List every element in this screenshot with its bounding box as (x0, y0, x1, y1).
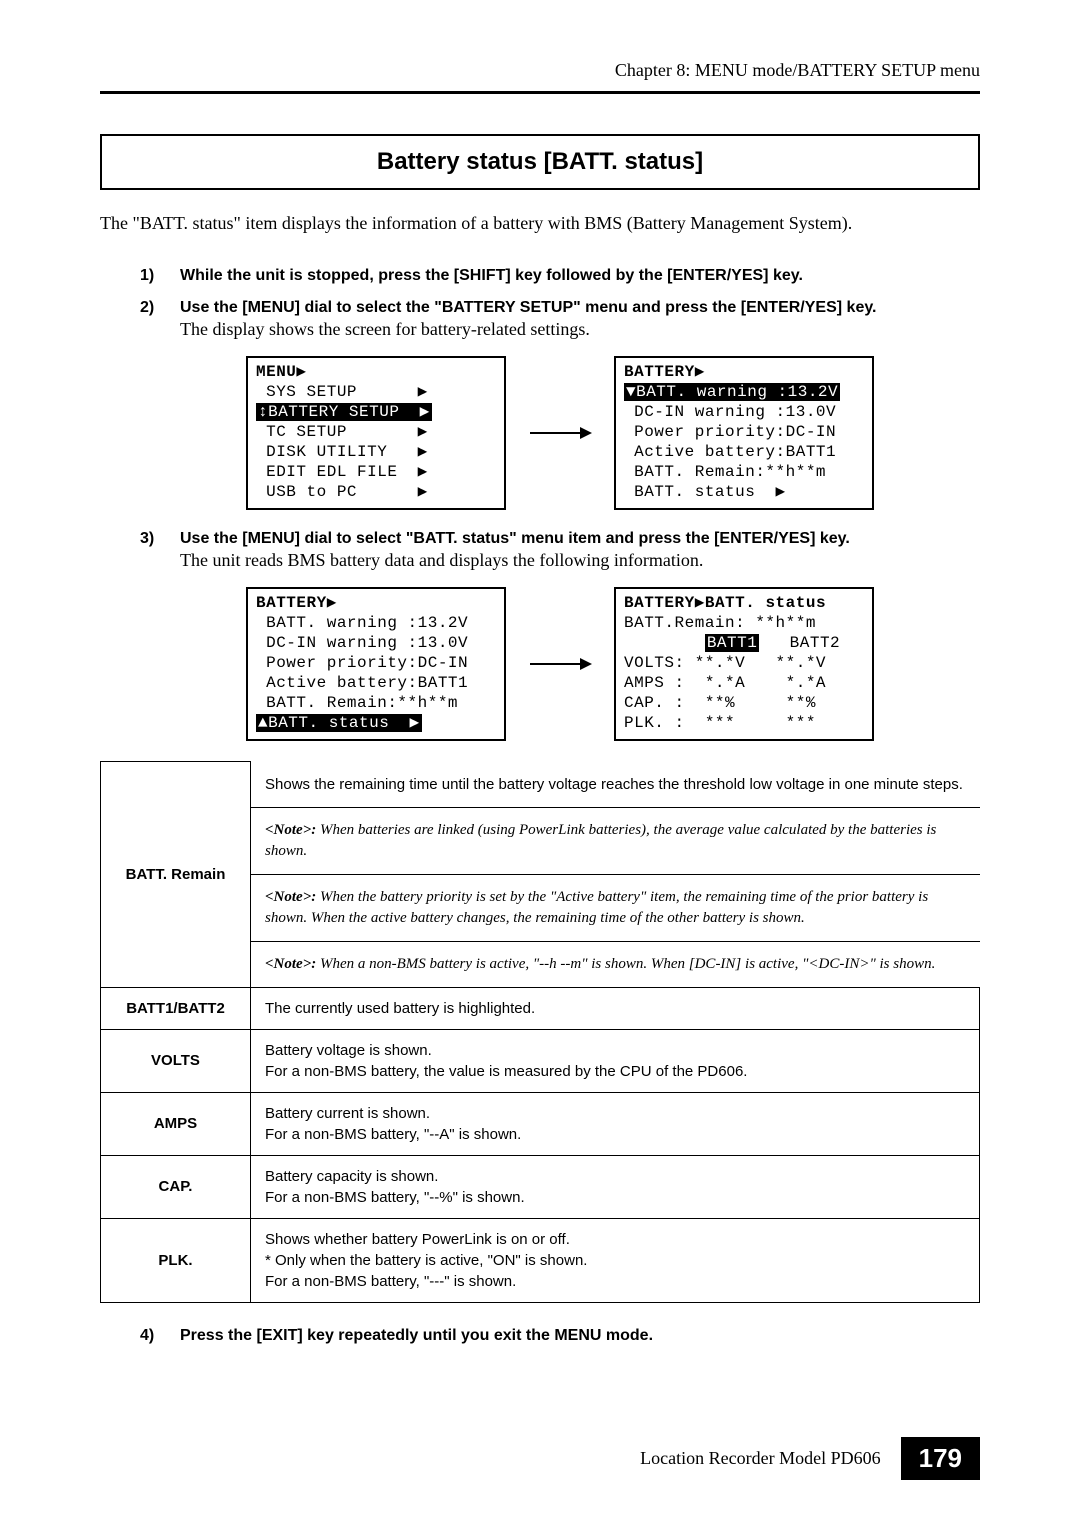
lcd1-highlight: ↕BATTERY SETUP ▶ (256, 403, 432, 421)
label-cap: CAP. (101, 1155, 251, 1218)
lcd3-l2: DC-IN warning :13.0V (256, 634, 468, 652)
lcd2-header: BATTERY▶ (624, 363, 705, 381)
cell-plk: Shows whether battery PowerLink is on or… (251, 1218, 980, 1302)
lcd1-l5: EDIT EDL FILE ▶ (256, 463, 428, 481)
remain-note2: <Note>: When the battery priority is set… (251, 874, 980, 941)
chapter-header: Chapter 8: MENU mode/BATTERY SETUP menu (100, 60, 980, 81)
lcd1-l6: USB to PC ▶ (256, 483, 428, 501)
step-2-plain: The display shows the screen for battery… (180, 317, 980, 342)
plk-line2: * Only when the battery is active, "ON" … (265, 1250, 965, 1271)
lcd1-l4: DISK UTILITY ▶ (256, 443, 428, 461)
volts-line2: For a non-BMS battery, the value is meas… (265, 1061, 965, 1082)
step-3-bold: Use the [MENU] dial to select "BATT. sta… (180, 530, 980, 548)
table-row-batt12: BATT1/BATT2 The currently used battery i… (101, 987, 980, 1029)
step-2: 2) Use the [MENU] dial to select the "BA… (140, 299, 980, 342)
lcd3-l5: BATT. Remain:**h**m (256, 694, 458, 712)
page-number-badge: 179 (901, 1437, 980, 1480)
lcd2-highlight: ▼BATT. warning :13.2V (624, 383, 840, 401)
table-row-remain: BATT. Remain Shows the remaining time un… (101, 762, 980, 988)
table-row-plk: PLK. Shows whether battery PowerLink is … (101, 1218, 980, 1302)
step-3-number: 3) (140, 530, 176, 548)
lcd4-batt1-highlight: BATT1 (705, 634, 760, 652)
label-plk: PLK. (101, 1218, 251, 1302)
label-batt12: BATT1/BATT2 (101, 987, 251, 1029)
lcd-battery-2: BATTERY▶ BATT. warning :13.2V DC-IN warn… (246, 587, 506, 741)
arrow-right-icon-2 (530, 663, 590, 665)
lcd-menu: MENU▶ SYS SETUP ▶ ↕BATTERY SETUP ▶ TC SE… (246, 356, 506, 510)
label-volts: VOLTS (101, 1029, 251, 1092)
remain-note1: <Note>: When batteries are linked (using… (251, 807, 980, 874)
lcd1-l3: TC SETUP ▶ (256, 423, 428, 441)
lcd4-l6: PLK. : *** *** (624, 714, 816, 732)
lcd4-l2a (624, 634, 705, 652)
description-table: BATT. Remain Shows the remaining time un… (100, 761, 980, 1303)
lcd3-l3: Power priority:DC-IN (256, 654, 468, 672)
step-3-plain: The unit reads BMS battery data and disp… (180, 548, 980, 573)
cell-batt12: The currently used battery is highlighte… (251, 987, 980, 1029)
step-4: 4) Press the [EXIT] key repeatedly until… (140, 1327, 980, 1345)
cap-line1: Battery capacity is shown. (265, 1166, 965, 1187)
header-rule (100, 91, 980, 94)
lcd4-l1: BATT.Remain: **h**m (624, 614, 816, 632)
step-3: 3) Use the [MENU] dial to select "BATT. … (140, 530, 980, 573)
remain-main: Shows the remaining time until the batte… (251, 762, 980, 808)
volts-line1: Battery voltage is shown. (265, 1040, 965, 1061)
lcd3-l1: BATT. warning :13.2V (256, 614, 468, 632)
lcd1-l1: SYS SETUP ▶ (256, 383, 428, 401)
amps-line1: Battery current is shown. (265, 1103, 965, 1124)
cap-line2: For a non-BMS battery, "--%" is shown. (265, 1187, 965, 1208)
cell-cap: Battery capacity is shown. For a non-BMS… (251, 1155, 980, 1218)
step-4-number: 4) (140, 1327, 176, 1345)
lcd-row-2: BATTERY▶ BATT. warning :13.2V DC-IN warn… (140, 587, 980, 741)
lcd2-l2: DC-IN warning :13.0V (624, 403, 836, 421)
lcd3-l4: Active battery:BATT1 (256, 674, 468, 692)
table-row-volts: VOLTS Battery voltage is shown. For a no… (101, 1029, 980, 1092)
table-row-cap: CAP. Battery capacity is shown. For a no… (101, 1155, 980, 1218)
plk-line3: For a non-BMS battery, "---" is shown. (265, 1271, 965, 1292)
amps-line2: For a non-BMS battery, "--A" is shown. (265, 1124, 965, 1145)
lcd2-l5: BATT. Remain:**h**m (624, 463, 826, 481)
remain-note3: <Note>: When a non-BMS battery is active… (251, 941, 980, 987)
lcd4-l4: AMPS : *.*A *.*A (624, 674, 826, 692)
table-row-amps: AMPS Battery current is shown. For a non… (101, 1092, 980, 1155)
lcd2-l3: Power priority:DC-IN (624, 423, 836, 441)
lcd4-header: BATTERY▶BATT. status (624, 594, 826, 612)
lcd-row-1: MENU▶ SYS SETUP ▶ ↕BATTERY SETUP ▶ TC SE… (140, 356, 980, 510)
label-amps: AMPS (101, 1092, 251, 1155)
step-1-text: While the unit is stopped, press the [SH… (180, 267, 803, 284)
lcd3-header: BATTERY▶ (256, 594, 337, 612)
lcd2-l6: BATT. status ▶ (624, 483, 786, 501)
step-list: 1) While the unit is stopped, press the … (140, 267, 980, 741)
step-1-number: 1) (140, 267, 176, 285)
lcd4-l5: CAP. : **% **% (624, 694, 816, 712)
lcd2-l4: Active battery:BATT1 (624, 443, 836, 461)
intro-text: The "BATT. status" item displays the inf… (100, 210, 980, 237)
lcd1-header: MENU▶ (256, 363, 307, 381)
step-2-bold: Use the [MENU] dial to select the "BATTE… (180, 299, 980, 317)
label-batt-remain: BATT. Remain (101, 762, 251, 988)
lcd4-l3: VOLTS: **.*V **.*V (624, 654, 826, 672)
lcd3-highlight: ▲BATT. status ▶ (256, 714, 422, 732)
section-title: Battery status [BATT. status] (114, 148, 966, 176)
cell-volts: Battery voltage is shown. For a non-BMS … (251, 1029, 980, 1092)
step-4-text: Press the [EXIT] key repeatedly until yo… (180, 1327, 653, 1344)
step-list-2: 4) Press the [EXIT] key repeatedly until… (140, 1327, 980, 1345)
lcd4-l2b: BATT2 (759, 634, 840, 652)
section-title-box: Battery status [BATT. status] (100, 134, 980, 190)
plk-line1: Shows whether battery PowerLink is on or… (265, 1229, 965, 1250)
page-footer: Location Recorder Model PD606 179 (640, 1437, 980, 1480)
footer-text: Location Recorder Model PD606 (640, 1448, 880, 1469)
step-1: 1) While the unit is stopped, press the … (140, 267, 980, 285)
arrow-right-icon (530, 432, 590, 434)
step-2-number: 2) (140, 299, 176, 317)
cell-amps: Battery current is shown. For a non-BMS … (251, 1092, 980, 1155)
lcd-batt-status: BATTERY▶BATT. status BATT.Remain: **h**m… (614, 587, 874, 741)
lcd-battery-1: BATTERY▶ ▼BATT. warning :13.2V DC-IN war… (614, 356, 874, 510)
